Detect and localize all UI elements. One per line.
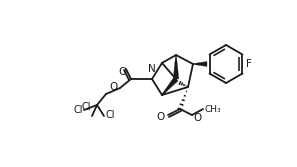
Text: O: O [157, 112, 165, 122]
Text: O: O [110, 82, 118, 92]
Polygon shape [193, 61, 207, 66]
Text: O: O [119, 67, 127, 77]
Text: Cl: Cl [81, 102, 91, 112]
Polygon shape [162, 77, 178, 95]
Text: Cl: Cl [106, 110, 116, 120]
Text: CH₃: CH₃ [205, 105, 222, 114]
Text: Cl: Cl [73, 105, 83, 115]
Text: O: O [193, 113, 201, 123]
Text: N: N [148, 64, 156, 74]
Polygon shape [173, 55, 179, 79]
Text: F: F [246, 59, 252, 69]
